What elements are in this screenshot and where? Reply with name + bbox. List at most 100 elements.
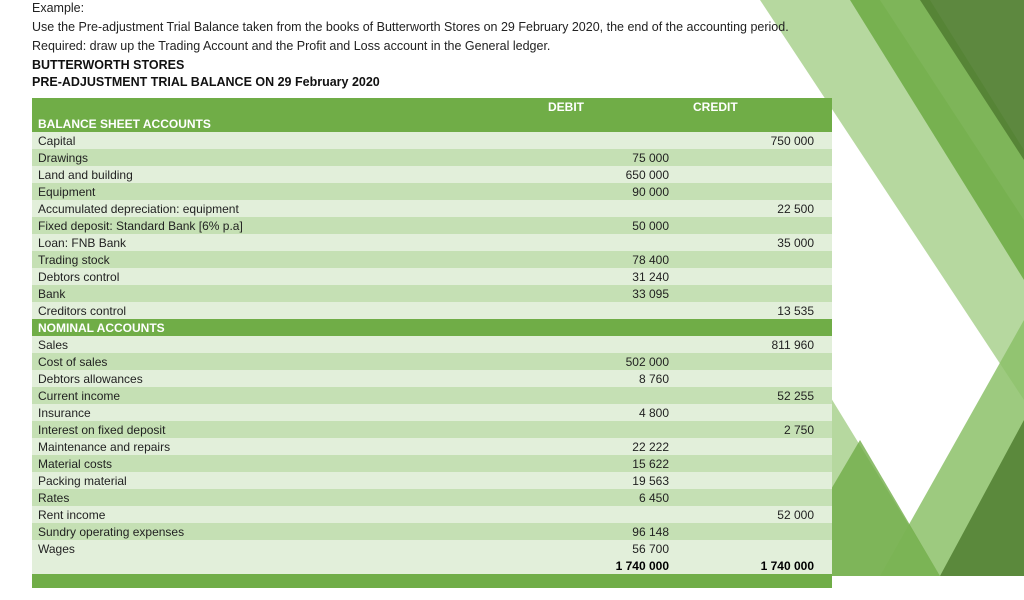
row-credit	[687, 268, 832, 285]
row-debit: 4 800	[542, 404, 687, 421]
section-balance-sheet: BALANCE SHEET ACCOUNTS	[32, 115, 832, 132]
row-credit: 35 000	[687, 234, 832, 251]
row-label: Interest on fixed deposit	[32, 421, 542, 438]
table-row: Creditors control 13 535	[32, 302, 832, 319]
row-label: Current income	[32, 387, 542, 404]
row-label: Rent income	[32, 506, 542, 523]
table-row: Rates6 450	[32, 489, 832, 506]
table-row: Equipment90 000	[32, 183, 832, 200]
row-credit	[687, 370, 832, 387]
row-debit	[542, 336, 687, 353]
row-debit: 6 450	[542, 489, 687, 506]
row-label: Bank	[32, 285, 542, 302]
row-credit	[687, 251, 832, 268]
row-debit: 19 563	[542, 472, 687, 489]
table-row: Trading stock78 400	[32, 251, 832, 268]
table-row: Current income 52 255	[32, 387, 832, 404]
row-label: Wages	[32, 540, 542, 557]
row-label: Land and building	[32, 166, 542, 183]
row-label: Creditors control	[32, 302, 542, 319]
row-credit	[687, 353, 832, 370]
table-row: Fixed deposit: Standard Bank [6% p.a]50 …	[32, 217, 832, 234]
row-label: Maintenance and repairs	[32, 438, 542, 455]
row-label: Packing material	[32, 472, 542, 489]
row-debit: 15 622	[542, 455, 687, 472]
total-credit: 1 740 000	[687, 557, 832, 574]
row-debit: 22 222	[542, 438, 687, 455]
row-label: Fixed deposit: Standard Bank [6% p.a]	[32, 217, 542, 234]
credit-header: CREDIT	[687, 98, 832, 115]
row-label: Debtors control	[32, 268, 542, 285]
row-debit	[542, 387, 687, 404]
section-nominal: NOMINAL ACCOUNTS	[32, 319, 832, 336]
table-row: Wages56 700	[32, 540, 832, 557]
table-header-row: DEBIT CREDIT	[32, 98, 832, 115]
row-label: Equipment	[32, 183, 542, 200]
row-credit	[687, 217, 832, 234]
trial-balance-table: DEBIT CREDIT BALANCE SHEET ACCOUNTS Capi…	[32, 98, 832, 588]
row-credit: 52 000	[687, 506, 832, 523]
table-row: Capital 750 000	[32, 132, 832, 149]
row-label: Cost of sales	[32, 353, 542, 370]
row-debit	[542, 132, 687, 149]
row-label: Capital	[32, 132, 542, 149]
row-debit: 31 240	[542, 268, 687, 285]
intro-line-1: Use the Pre-adjustment Trial Balance tak…	[32, 19, 992, 36]
table-row: Drawings75 000	[32, 149, 832, 166]
row-debit: 96 148	[542, 523, 687, 540]
totals-row: 1 740 000 1 740 000	[32, 557, 832, 574]
slide-content: Example: Use the Pre-adjustment Trial Ba…	[0, 0, 1024, 600]
row-credit	[687, 285, 832, 302]
row-debit: 78 400	[542, 251, 687, 268]
row-label: Sales	[32, 336, 542, 353]
row-debit: 33 095	[542, 285, 687, 302]
table-row: Sundry operating expenses96 148	[32, 523, 832, 540]
intro-line-0: Example:	[32, 0, 992, 17]
row-label: Trading stock	[32, 251, 542, 268]
row-credit: 13 535	[687, 302, 832, 319]
table-row: Interest on fixed deposit 2 750	[32, 421, 832, 438]
row-credit	[687, 472, 832, 489]
row-credit: 52 255	[687, 387, 832, 404]
table-footer-bar	[32, 574, 832, 588]
table-row: Rent income 52 000	[32, 506, 832, 523]
row-debit: 650 000	[542, 166, 687, 183]
table-row: Land and building650 000	[32, 166, 832, 183]
row-debit: 8 760	[542, 370, 687, 387]
row-credit	[687, 540, 832, 557]
row-credit	[687, 523, 832, 540]
table-row: Debtors allowances8 760	[32, 370, 832, 387]
row-credit	[687, 166, 832, 183]
table-row: Sales 811 960	[32, 336, 832, 353]
table-row: Packing material19 563	[32, 472, 832, 489]
row-credit	[687, 149, 832, 166]
row-credit: 750 000	[687, 132, 832, 149]
table-row: Loan: FNB Bank 35 000	[32, 234, 832, 251]
row-debit: 75 000	[542, 149, 687, 166]
total-debit: 1 740 000	[542, 557, 687, 574]
row-label: Sundry operating expenses	[32, 523, 542, 540]
row-label: Insurance	[32, 404, 542, 421]
row-debit: 56 700	[542, 540, 687, 557]
row-credit: 2 750	[687, 421, 832, 438]
row-credit: 811 960	[687, 336, 832, 353]
row-label: Drawings	[32, 149, 542, 166]
table-row: Debtors control31 240	[32, 268, 832, 285]
intro-line-2: Required: draw up the Trading Account an…	[32, 38, 992, 55]
table-row: Material costs15 622	[32, 455, 832, 472]
row-credit	[687, 183, 832, 200]
row-debit: 90 000	[542, 183, 687, 200]
row-label: Accumulated depreciation: equipment	[32, 200, 542, 217]
row-label: Material costs	[32, 455, 542, 472]
row-debit	[542, 200, 687, 217]
table-row: Maintenance and repairs22 222	[32, 438, 832, 455]
row-label: Loan: FNB Bank	[32, 234, 542, 251]
row-credit: 22 500	[687, 200, 832, 217]
row-label: Rates	[32, 489, 542, 506]
row-debit	[542, 302, 687, 319]
row-credit	[687, 404, 832, 421]
company-name: BUTTERWORTH STORES	[32, 57, 992, 74]
row-debit	[542, 506, 687, 523]
debit-header: DEBIT	[542, 98, 687, 115]
row-credit	[687, 489, 832, 506]
